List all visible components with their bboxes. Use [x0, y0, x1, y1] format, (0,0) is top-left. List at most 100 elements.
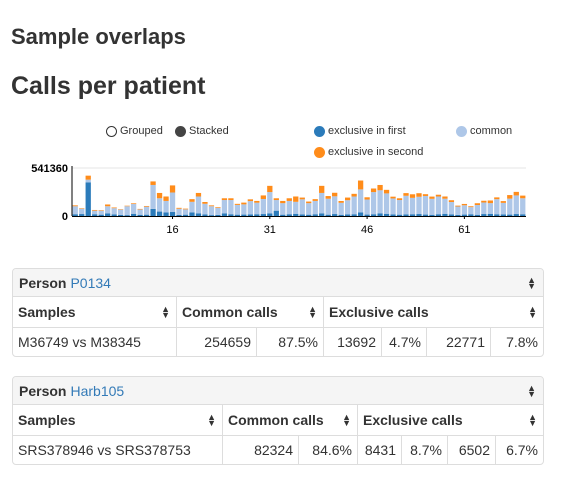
bar-common: [137, 209, 143, 215]
table-row[interactable]: SRS378946 vs SRS378753 82324 84.6% 8431 …: [13, 436, 543, 464]
bar-exclusive-second: [98, 210, 104, 211]
sort-icon[interactable]: ▲ ▼: [528, 304, 537, 320]
sort-icon[interactable]: ▲ ▼: [308, 304, 317, 320]
legend-exclusive-second[interactable]: exclusive in second: [314, 145, 423, 159]
bar-exclusive-first: [234, 214, 241, 216]
table-row[interactable]: M36749 vs M38345 254659 87.5% 13692 4.7%…: [13, 328, 543, 356]
bar-exclusive-second: [85, 175, 91, 180]
panel-header[interactable]: Person Harb105 ▲ ▼: [13, 377, 543, 405]
bar-common: [338, 202, 344, 215]
stacked-option[interactable]: Stacked: [175, 124, 229, 138]
series-dot-icon: [314, 125, 325, 137]
bar-exclusive-first: [105, 213, 111, 216]
bar-exclusive-first: [182, 214, 189, 216]
samples-cell: SRS378946 vs SRS378753: [13, 436, 223, 464]
bar-common: [325, 198, 331, 215]
section-title: Sample overlaps: [11, 24, 186, 49]
grouped-option[interactable]: Grouped: [106, 124, 163, 138]
bar-common: [156, 198, 163, 212]
sort-icon[interactable]: ▲ ▼: [527, 274, 536, 291]
sort-icon[interactable]: ▲ ▼: [207, 412, 216, 428]
bar-exclusive-first: [254, 214, 260, 216]
column-label: Exclusive calls: [363, 412, 463, 428]
sort-icon[interactable]: ▲ ▼: [342, 412, 351, 428]
bar-common: [396, 200, 403, 215]
bar-common: [143, 206, 150, 215]
table-header-row: Samples ▲ ▼ Common calls ▲ ▼ Exclusive cal…: [13, 405, 543, 436]
bar-common: [520, 198, 526, 215]
bar-exclusive-second: [325, 196, 331, 199]
bar-exclusive-second: [487, 200, 493, 204]
excl-first-pct-cell: 8.7%: [402, 436, 448, 464]
bar-common: [163, 200, 169, 213]
bar-exclusive-first: [143, 214, 150, 216]
bar-exclusive-second: [520, 195, 526, 199]
common-calls-column-header[interactable]: Common calls ▲ ▼: [223, 405, 358, 435]
bar-common: [267, 192, 273, 214]
bar-exclusive-first: [228, 214, 234, 216]
bar-exclusive-second: [332, 192, 338, 197]
panel-header[interactable]: Person P0134 ▲ ▼: [13, 269, 543, 297]
bar-common: [111, 208, 117, 215]
legend-common[interactable]: common: [456, 124, 512, 138]
bar-exclusive-second: [390, 196, 396, 199]
bar-exclusive-second: [345, 197, 351, 201]
bar-exclusive-second: [176, 207, 182, 209]
bar-exclusive-first: [163, 212, 169, 216]
bar-exclusive-second: [273, 198, 279, 201]
bar-exclusive-second: [208, 205, 215, 207]
radio-empty-icon: [106, 125, 117, 137]
common-calls-column-header[interactable]: Common calls ▲ ▼: [177, 297, 324, 327]
bar-exclusive-second: [286, 198, 292, 201]
bar-exclusive-second: [72, 205, 78, 207]
bar-common: [435, 196, 442, 215]
sort-icon[interactable]: ▲ ▼: [528, 412, 537, 428]
bar-exclusive-first: [416, 214, 422, 216]
bar-exclusive-first: [364, 214, 370, 216]
bar-exclusive-second: [494, 197, 500, 200]
exclusive-calls-column-header[interactable]: Exclusive calls ▲ ▼: [358, 405, 543, 435]
bar-common: [293, 201, 299, 214]
bar-exclusive-first: [442, 213, 448, 216]
bar-exclusive-second: [338, 201, 344, 203]
bar-exclusive-first: [461, 214, 468, 216]
bar-exclusive-first: [513, 214, 519, 216]
person-label: Person: [19, 274, 67, 291]
bar-exclusive-first: [494, 214, 500, 216]
bar-exclusive-second: [260, 195, 266, 199]
excl-second-count-cell: 22771: [427, 328, 491, 356]
bar-common: [448, 201, 455, 215]
bar-exclusive-second: [429, 196, 435, 199]
bar-exclusive-first: [435, 214, 442, 216]
bar-common: [150, 184, 156, 209]
bar-common: [468, 207, 474, 215]
stacked-label: Stacked: [189, 125, 229, 137]
series-dot-icon: [314, 146, 325, 158]
bar-exclusive-first: [306, 214, 312, 216]
samples-column-header[interactable]: Samples ▲ ▼: [13, 297, 177, 327]
legend-exclusive-first[interactable]: exclusive in first: [314, 124, 406, 138]
excl-second-pct-cell: 6.7%: [506, 442, 538, 458]
bar-exclusive-first: [280, 214, 286, 216]
sort-icon[interactable]: ▲ ▼: [161, 304, 170, 320]
bar-exclusive-first: [396, 214, 403, 216]
bar-exclusive-second: [481, 200, 487, 203]
page-title: Calls per patient: [11, 72, 206, 100]
sort-icon[interactable]: ▲ ▼: [527, 382, 536, 399]
bar-common: [195, 196, 202, 214]
bar-common: [79, 208, 85, 215]
person-link[interactable]: P0134: [70, 274, 111, 291]
bar-exclusive-first: [273, 210, 279, 216]
bar-exclusive-first: [390, 214, 396, 216]
bar-common: [403, 195, 409, 215]
bar-exclusive-first: [195, 213, 202, 216]
bar-exclusive-first: [286, 214, 292, 216]
y-tick-label: 541360: [31, 163, 68, 175]
bar-common: [286, 200, 292, 215]
person-link[interactable]: Harb105: [70, 382, 125, 399]
bar-exclusive-second: [448, 200, 455, 202]
bar-exclusive-second: [370, 188, 377, 193]
samples-column-header[interactable]: Samples ▲ ▼: [13, 405, 223, 435]
excl-second-pct-cell: 7.8%: [506, 334, 538, 350]
exclusive-calls-column-header[interactable]: Exclusive calls ▲ ▼: [324, 297, 543, 327]
